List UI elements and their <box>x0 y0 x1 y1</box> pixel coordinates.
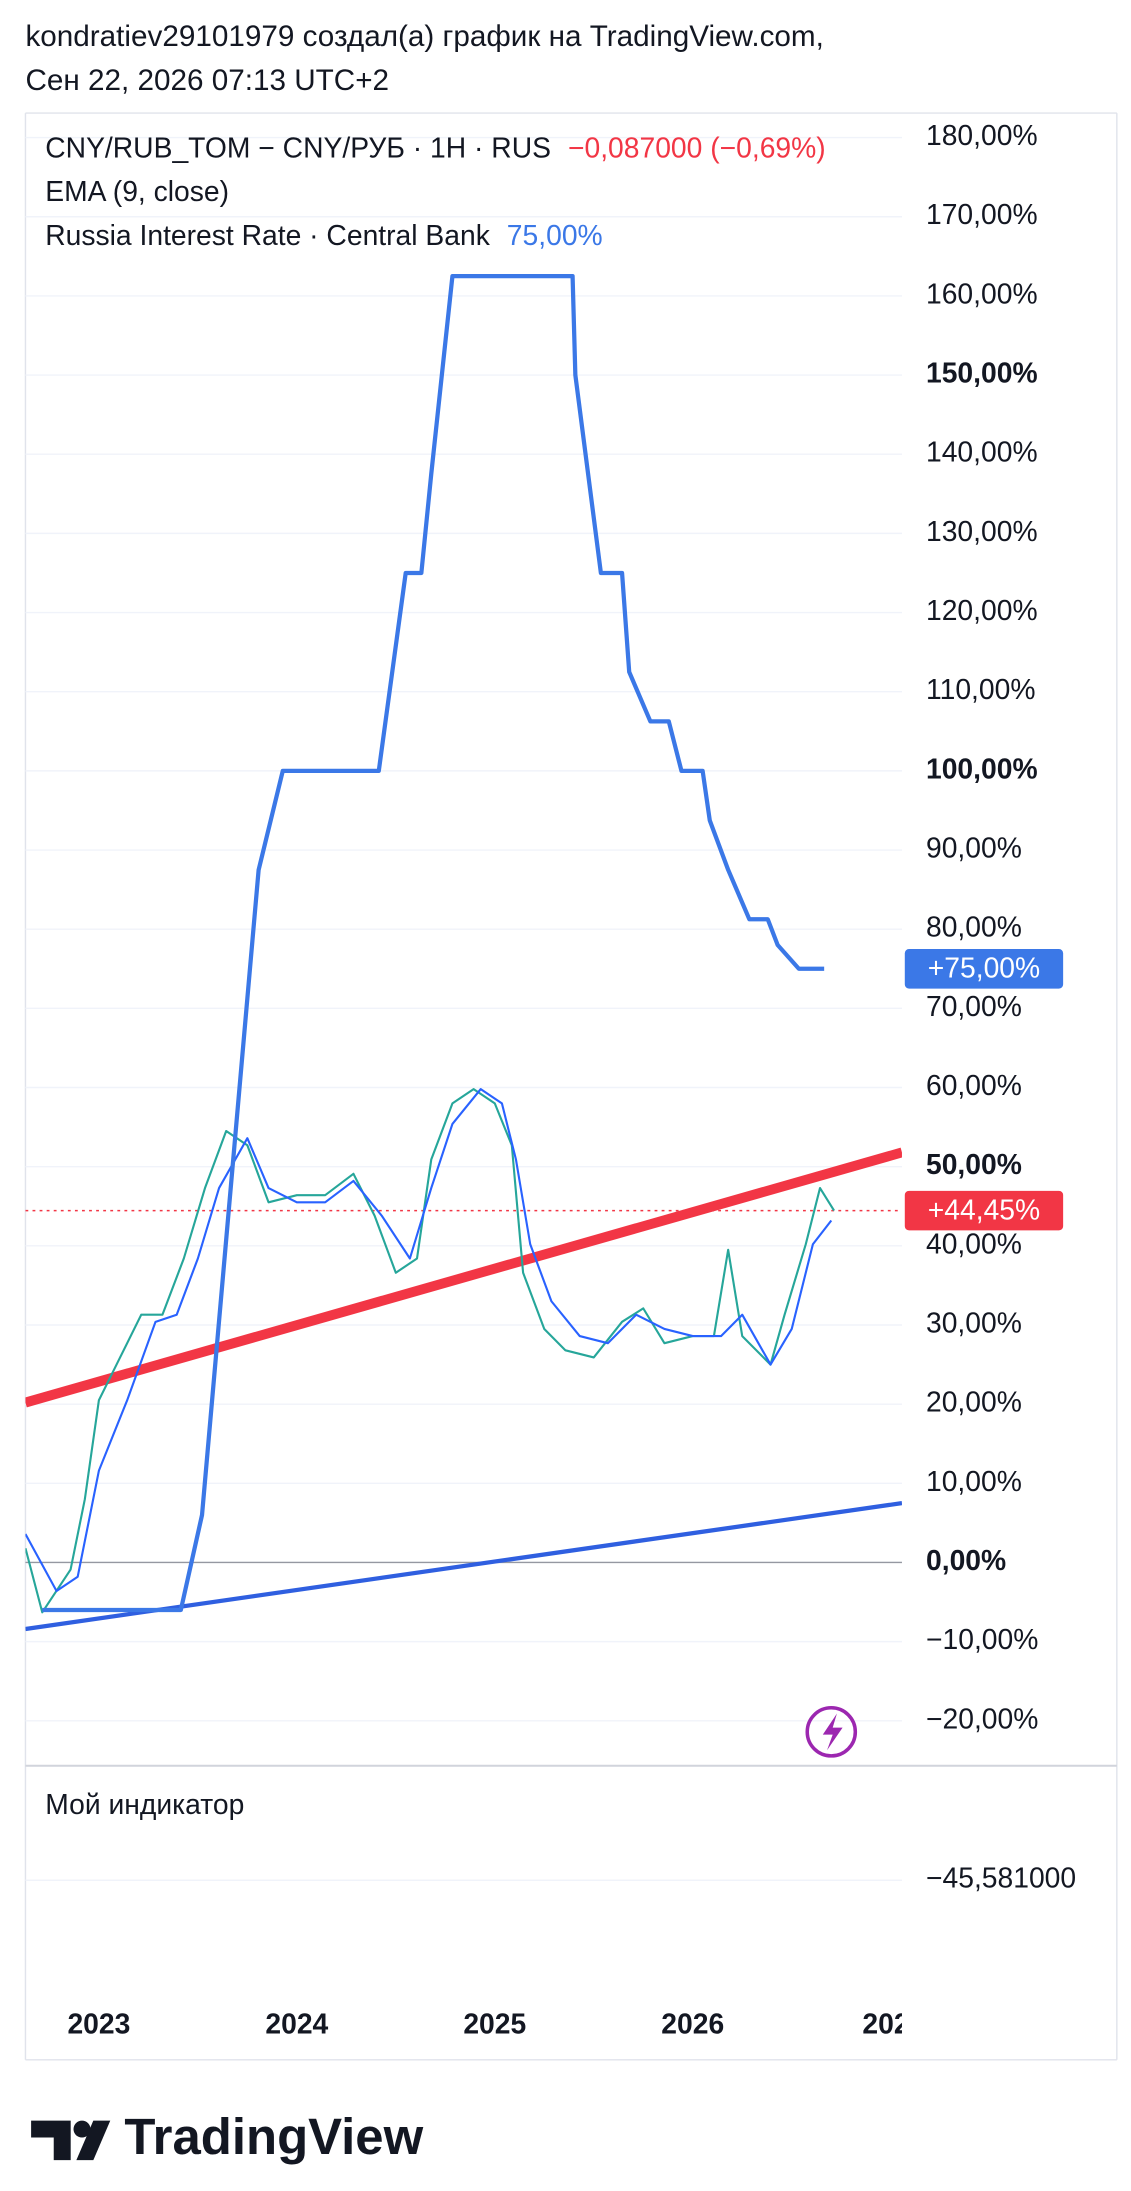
author-line: kondratiev29101979 создал(а) график на T… <box>25 20 823 53</box>
trend-line <box>25 1147 902 1408</box>
y-tick-label: 70,00% <box>926 990 1022 1022</box>
y-tick-label: 100,00% <box>926 752 1038 784</box>
x-tick-label: 2023 <box>67 2007 130 2039</box>
y-tick-label: −20,00% <box>926 1702 1038 1734</box>
legend: CNY/RUB_TOM − CNY/РУБ · 1H · RUS −0,08700… <box>45 131 825 251</box>
y-tick-label: 10,00% <box>926 1465 1022 1497</box>
legend-value: −0,087000 (−0,69%) <box>568 131 826 163</box>
series-line <box>25 1088 833 1593</box>
lightning-icon <box>805 1706 858 1758</box>
y-tick-label: 170,00% <box>926 198 1038 230</box>
x-tick-label: 202 <box>862 2007 909 2039</box>
y-tick-label: 20,00% <box>926 1386 1022 1418</box>
grid <box>25 136 902 1722</box>
x-tick-label: 2024 <box>265 2007 328 2039</box>
y-tick-label: 120,00% <box>926 594 1038 626</box>
x-tick-label: 2025 <box>463 2007 526 2039</box>
y-tick-label: 50,00% <box>926 1148 1022 1180</box>
legend-name: EMA (9, close) <box>45 175 229 207</box>
y-tick-label: 60,00% <box>926 1069 1022 1101</box>
legend-name: Russia Interest Rate · Central Bank <box>45 219 490 251</box>
date-line: Сен 22, 2026 07:13 UTC+2 <box>25 64 389 97</box>
y-tick-label: 80,00% <box>926 911 1022 943</box>
series-line <box>42 273 825 1613</box>
axes: −20,00% −10,00% 0,00% 10,00% 20,00% 30,00% 40,… <box>67 119 1116 2057</box>
x-axis-mask <box>901 2000 1116 2057</box>
price-badge <box>904 948 1064 989</box>
price-badge-label: +44,45% <box>928 1193 1040 1225</box>
legend-name: CNY/RUB_TOM − CNY/РУБ · 1H · RUS <box>45 131 551 163</box>
indicator-title: Мой индикатор <box>45 1788 244 1820</box>
price-badge <box>904 1190 1064 1231</box>
x-tick-label: 2026 <box>661 2007 724 2039</box>
y-tick-label: 0,00% <box>926 1544 1006 1576</box>
y-tick-label: 110,00% <box>926 673 1036 705</box>
y-tick-label: 180,00% <box>926 119 1038 151</box>
indicator-value-label: −45,581000 <box>926 1862 1076 1894</box>
legend-value: 75,00% <box>507 219 603 251</box>
y-tick-label: −10,00% <box>926 1623 1038 1655</box>
y-tick-label: 90,00% <box>926 831 1022 863</box>
price-badge-label: +75,00% <box>928 952 1040 984</box>
y-tick-label: 140,00% <box>926 436 1038 468</box>
y-tick-label: 30,00% <box>926 1306 1022 1338</box>
y-tick-label: 130,00% <box>926 515 1038 547</box>
logo-text: TradingView <box>124 2108 423 2165</box>
y-tick-label: 160,00% <box>926 277 1038 309</box>
plot-area <box>25 273 902 1632</box>
series-line <box>25 1088 835 1614</box>
logo: TradingView <box>31 2108 424 2165</box>
y-tick-label: 40,00% <box>926 1227 1022 1259</box>
y-tick-label: 150,00% <box>926 357 1038 389</box>
